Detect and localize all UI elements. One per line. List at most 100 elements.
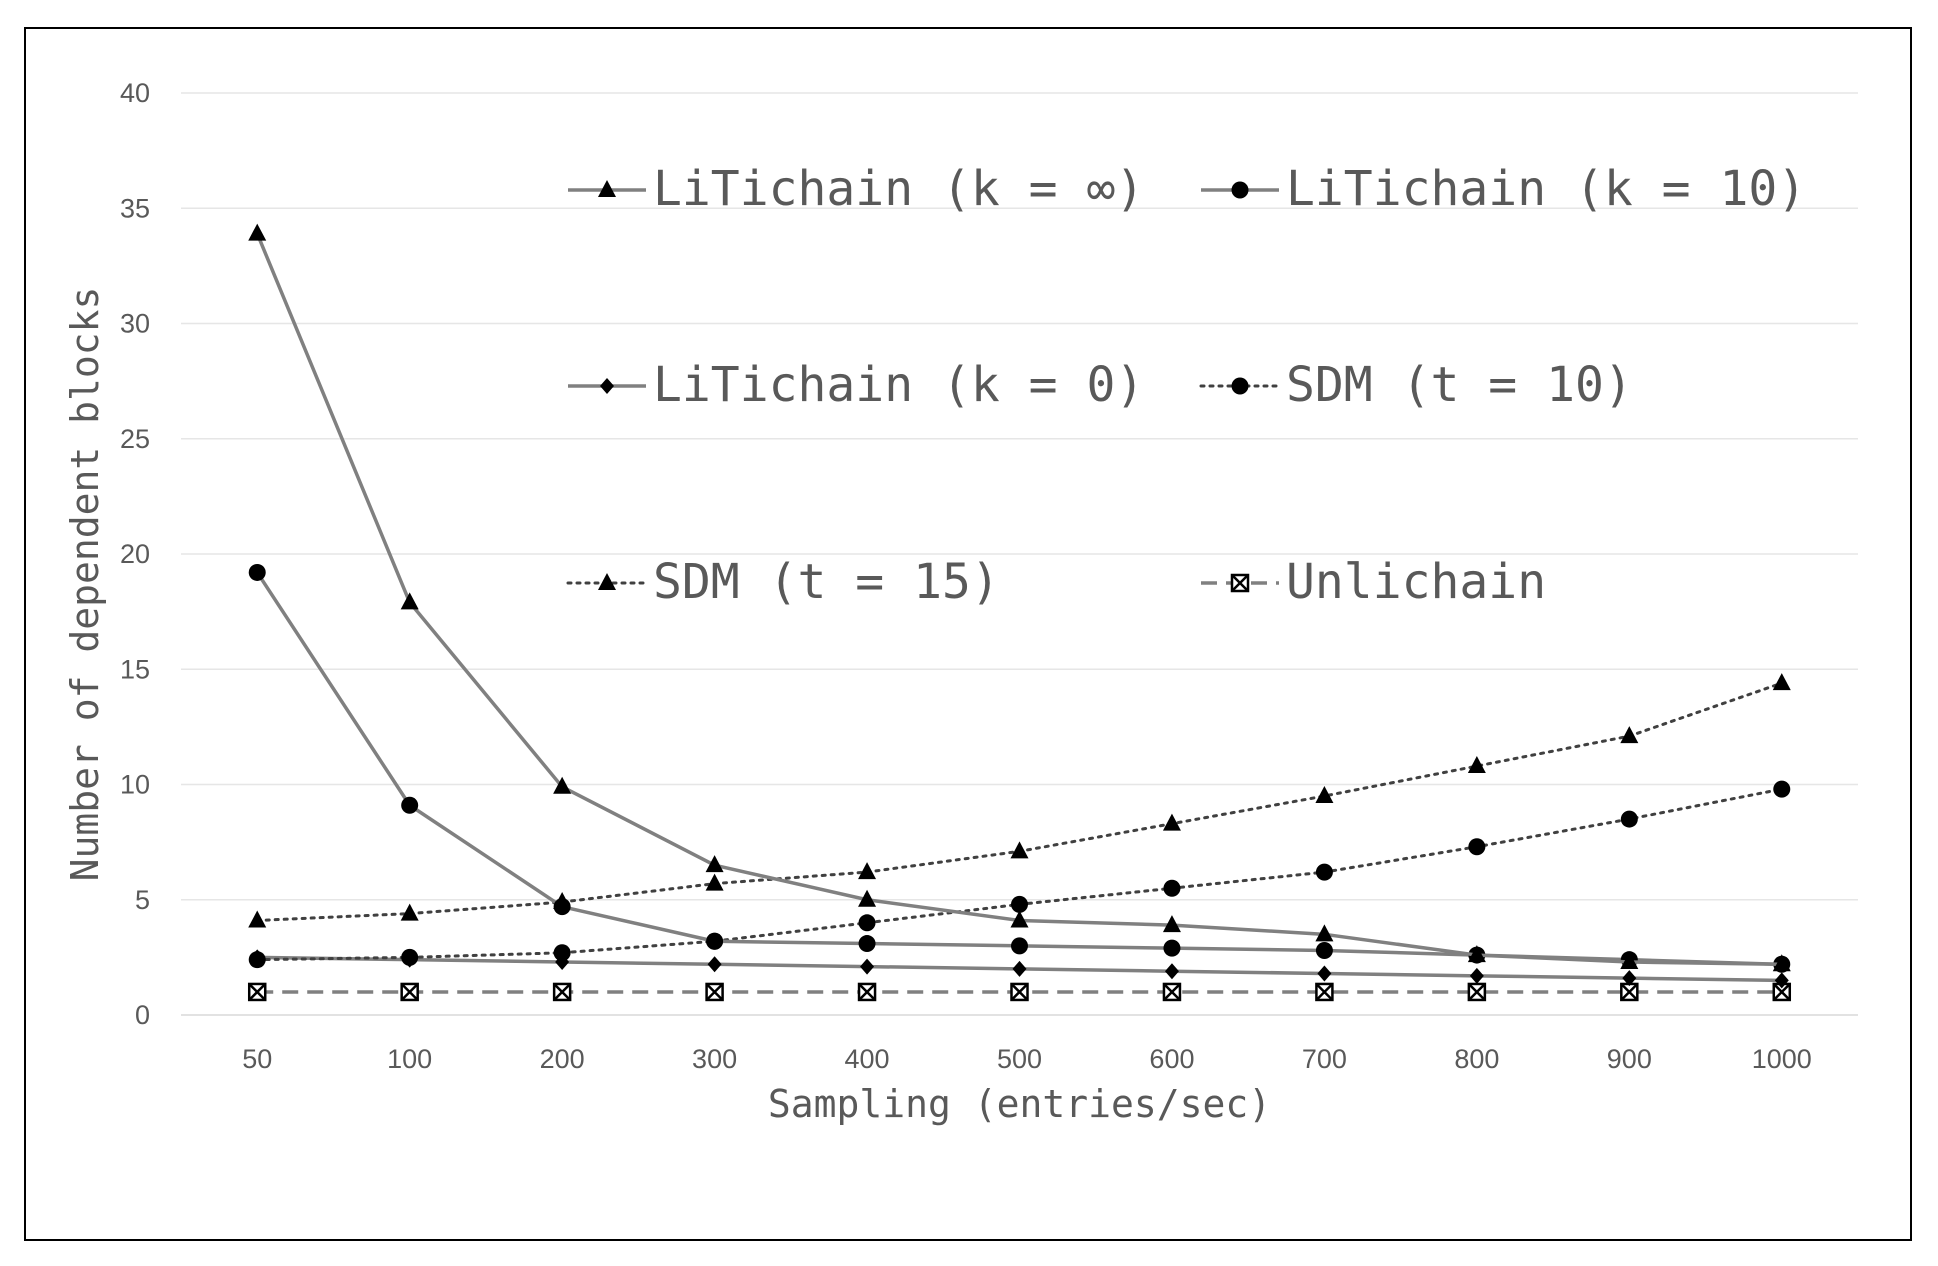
data-point bbox=[1620, 982, 1639, 1002]
data-point bbox=[400, 982, 419, 1002]
x-tick-label: 200 bbox=[540, 1044, 585, 1074]
data-point bbox=[705, 873, 724, 891]
x-tick-label: 800 bbox=[1454, 1044, 1499, 1074]
data-point bbox=[1620, 951, 1639, 969]
x-axis-ticks: 50 100 200 300 400 500 600 700 800 900 1000 bbox=[242, 1044, 1812, 1074]
x-tick-label: 500 bbox=[997, 1044, 1042, 1074]
data-point bbox=[247, 982, 267, 1002]
data-point bbox=[1162, 813, 1181, 831]
y-tick-label: 25 bbox=[120, 424, 150, 454]
data-point bbox=[1317, 965, 1332, 982]
data-point bbox=[1010, 841, 1029, 859]
data-point bbox=[248, 563, 266, 581]
data-point bbox=[857, 982, 877, 1002]
data-point bbox=[1315, 924, 1334, 942]
legend-item: SDM (t = 10) bbox=[1199, 357, 1633, 413]
data-point bbox=[553, 776, 572, 794]
x-tick-label: 600 bbox=[1149, 1044, 1194, 1074]
data-point bbox=[1010, 910, 1029, 928]
legend-item: Unlichain bbox=[1201, 554, 1546, 610]
series-5 bbox=[247, 982, 1792, 1002]
data-point bbox=[1467, 756, 1486, 774]
data-point bbox=[1467, 945, 1486, 963]
data-point bbox=[1163, 939, 1181, 957]
data-point bbox=[1773, 780, 1791, 798]
data-point bbox=[1012, 960, 1027, 977]
data-point bbox=[1315, 982, 1334, 1002]
x-tick-label: 1000 bbox=[1752, 1044, 1812, 1074]
data-point bbox=[401, 796, 419, 814]
data-point bbox=[1010, 982, 1029, 1002]
legend-item: LiTichain (k = 10) bbox=[1201, 161, 1806, 217]
legend-label: SDM (t = 15) bbox=[653, 554, 1000, 610]
series-4 bbox=[248, 673, 1791, 928]
legend-label: SDM (t = 10) bbox=[1286, 357, 1633, 413]
series-group bbox=[247, 223, 1792, 1002]
legend-label: LiTichain (k = 10) bbox=[1286, 161, 1806, 217]
data-point bbox=[248, 951, 266, 969]
x-tick-label: 50 bbox=[242, 1044, 272, 1074]
data-point bbox=[1011, 937, 1028, 955]
y-tick-label: 30 bbox=[120, 309, 150, 339]
data-point bbox=[1620, 726, 1639, 744]
data-point bbox=[248, 910, 267, 928]
data-point bbox=[552, 982, 572, 1002]
data-point bbox=[1469, 967, 1484, 984]
series-3 bbox=[248, 780, 1791, 969]
data-point bbox=[248, 223, 267, 241]
data-point bbox=[1162, 915, 1181, 933]
y-tick-label: 10 bbox=[120, 770, 150, 800]
data-point bbox=[1772, 982, 1792, 1002]
data-point bbox=[1164, 963, 1179, 980]
x-tick-label: 700 bbox=[1302, 1044, 1347, 1074]
data-point bbox=[1162, 982, 1182, 1002]
series-line bbox=[255, 787, 1784, 962]
data-point bbox=[400, 592, 419, 610]
x-tick-label: 400 bbox=[845, 1044, 890, 1074]
data-point bbox=[1620, 810, 1638, 828]
data-point bbox=[705, 855, 724, 873]
data-point bbox=[858, 862, 877, 880]
data-point bbox=[858, 889, 877, 907]
y-tick-label: 15 bbox=[120, 654, 150, 684]
y-axis-ticks: 0 5 10 15 20 25 30 35 40 bbox=[120, 78, 150, 1030]
y-tick-label: 20 bbox=[120, 539, 150, 569]
y-tick-label: 0 bbox=[135, 1000, 150, 1030]
data-point bbox=[1011, 895, 1028, 913]
y-tick-label: 35 bbox=[120, 193, 150, 223]
x-tick-label: 900 bbox=[1607, 1044, 1652, 1074]
data-point bbox=[1772, 673, 1791, 691]
data-point bbox=[1315, 863, 1333, 881]
data-point bbox=[707, 956, 722, 973]
data-point bbox=[858, 914, 876, 932]
data-point bbox=[1774, 972, 1789, 989]
data-point bbox=[1772, 954, 1791, 972]
legend-label: LiTichain (k = ∞) bbox=[653, 161, 1144, 217]
chart-frame: 0 5 10 15 20 25 30 35 40 50 100 200 300 400 500 600 700… bbox=[24, 27, 1912, 1241]
legend-label: LiTichain (k = 0) bbox=[653, 357, 1144, 413]
series-0 bbox=[248, 223, 1791, 972]
x-axis-title: Sampling (entries/sec) bbox=[768, 1082, 1271, 1126]
legend-item: LiTichain (k = ∞) bbox=[568, 161, 1144, 217]
data-point bbox=[1468, 838, 1486, 856]
series-line bbox=[255, 681, 1784, 922]
legend-marker bbox=[600, 378, 614, 394]
y-tick-label: 40 bbox=[120, 78, 150, 108]
data-point bbox=[1315, 786, 1334, 804]
legend-label: Unlichain bbox=[1286, 554, 1546, 610]
legend-marker bbox=[1230, 573, 1250, 593]
legend-marker bbox=[1231, 377, 1249, 395]
y-tick-label: 5 bbox=[135, 885, 150, 915]
data-point bbox=[860, 958, 875, 975]
data-point bbox=[705, 982, 724, 1002]
data-point bbox=[1315, 941, 1333, 959]
legend-item: SDM (t = 15) bbox=[566, 554, 1000, 610]
data-point bbox=[1163, 879, 1181, 897]
data-point bbox=[400, 903, 419, 921]
legend-item: LiTichain (k = 0) bbox=[568, 357, 1144, 413]
data-point bbox=[553, 898, 571, 916]
y-axis-title: Number of dependent blocks bbox=[63, 287, 107, 882]
x-tick-label: 300 bbox=[692, 1044, 737, 1074]
x-tick-label: 100 bbox=[387, 1044, 432, 1074]
data-point bbox=[858, 935, 876, 953]
